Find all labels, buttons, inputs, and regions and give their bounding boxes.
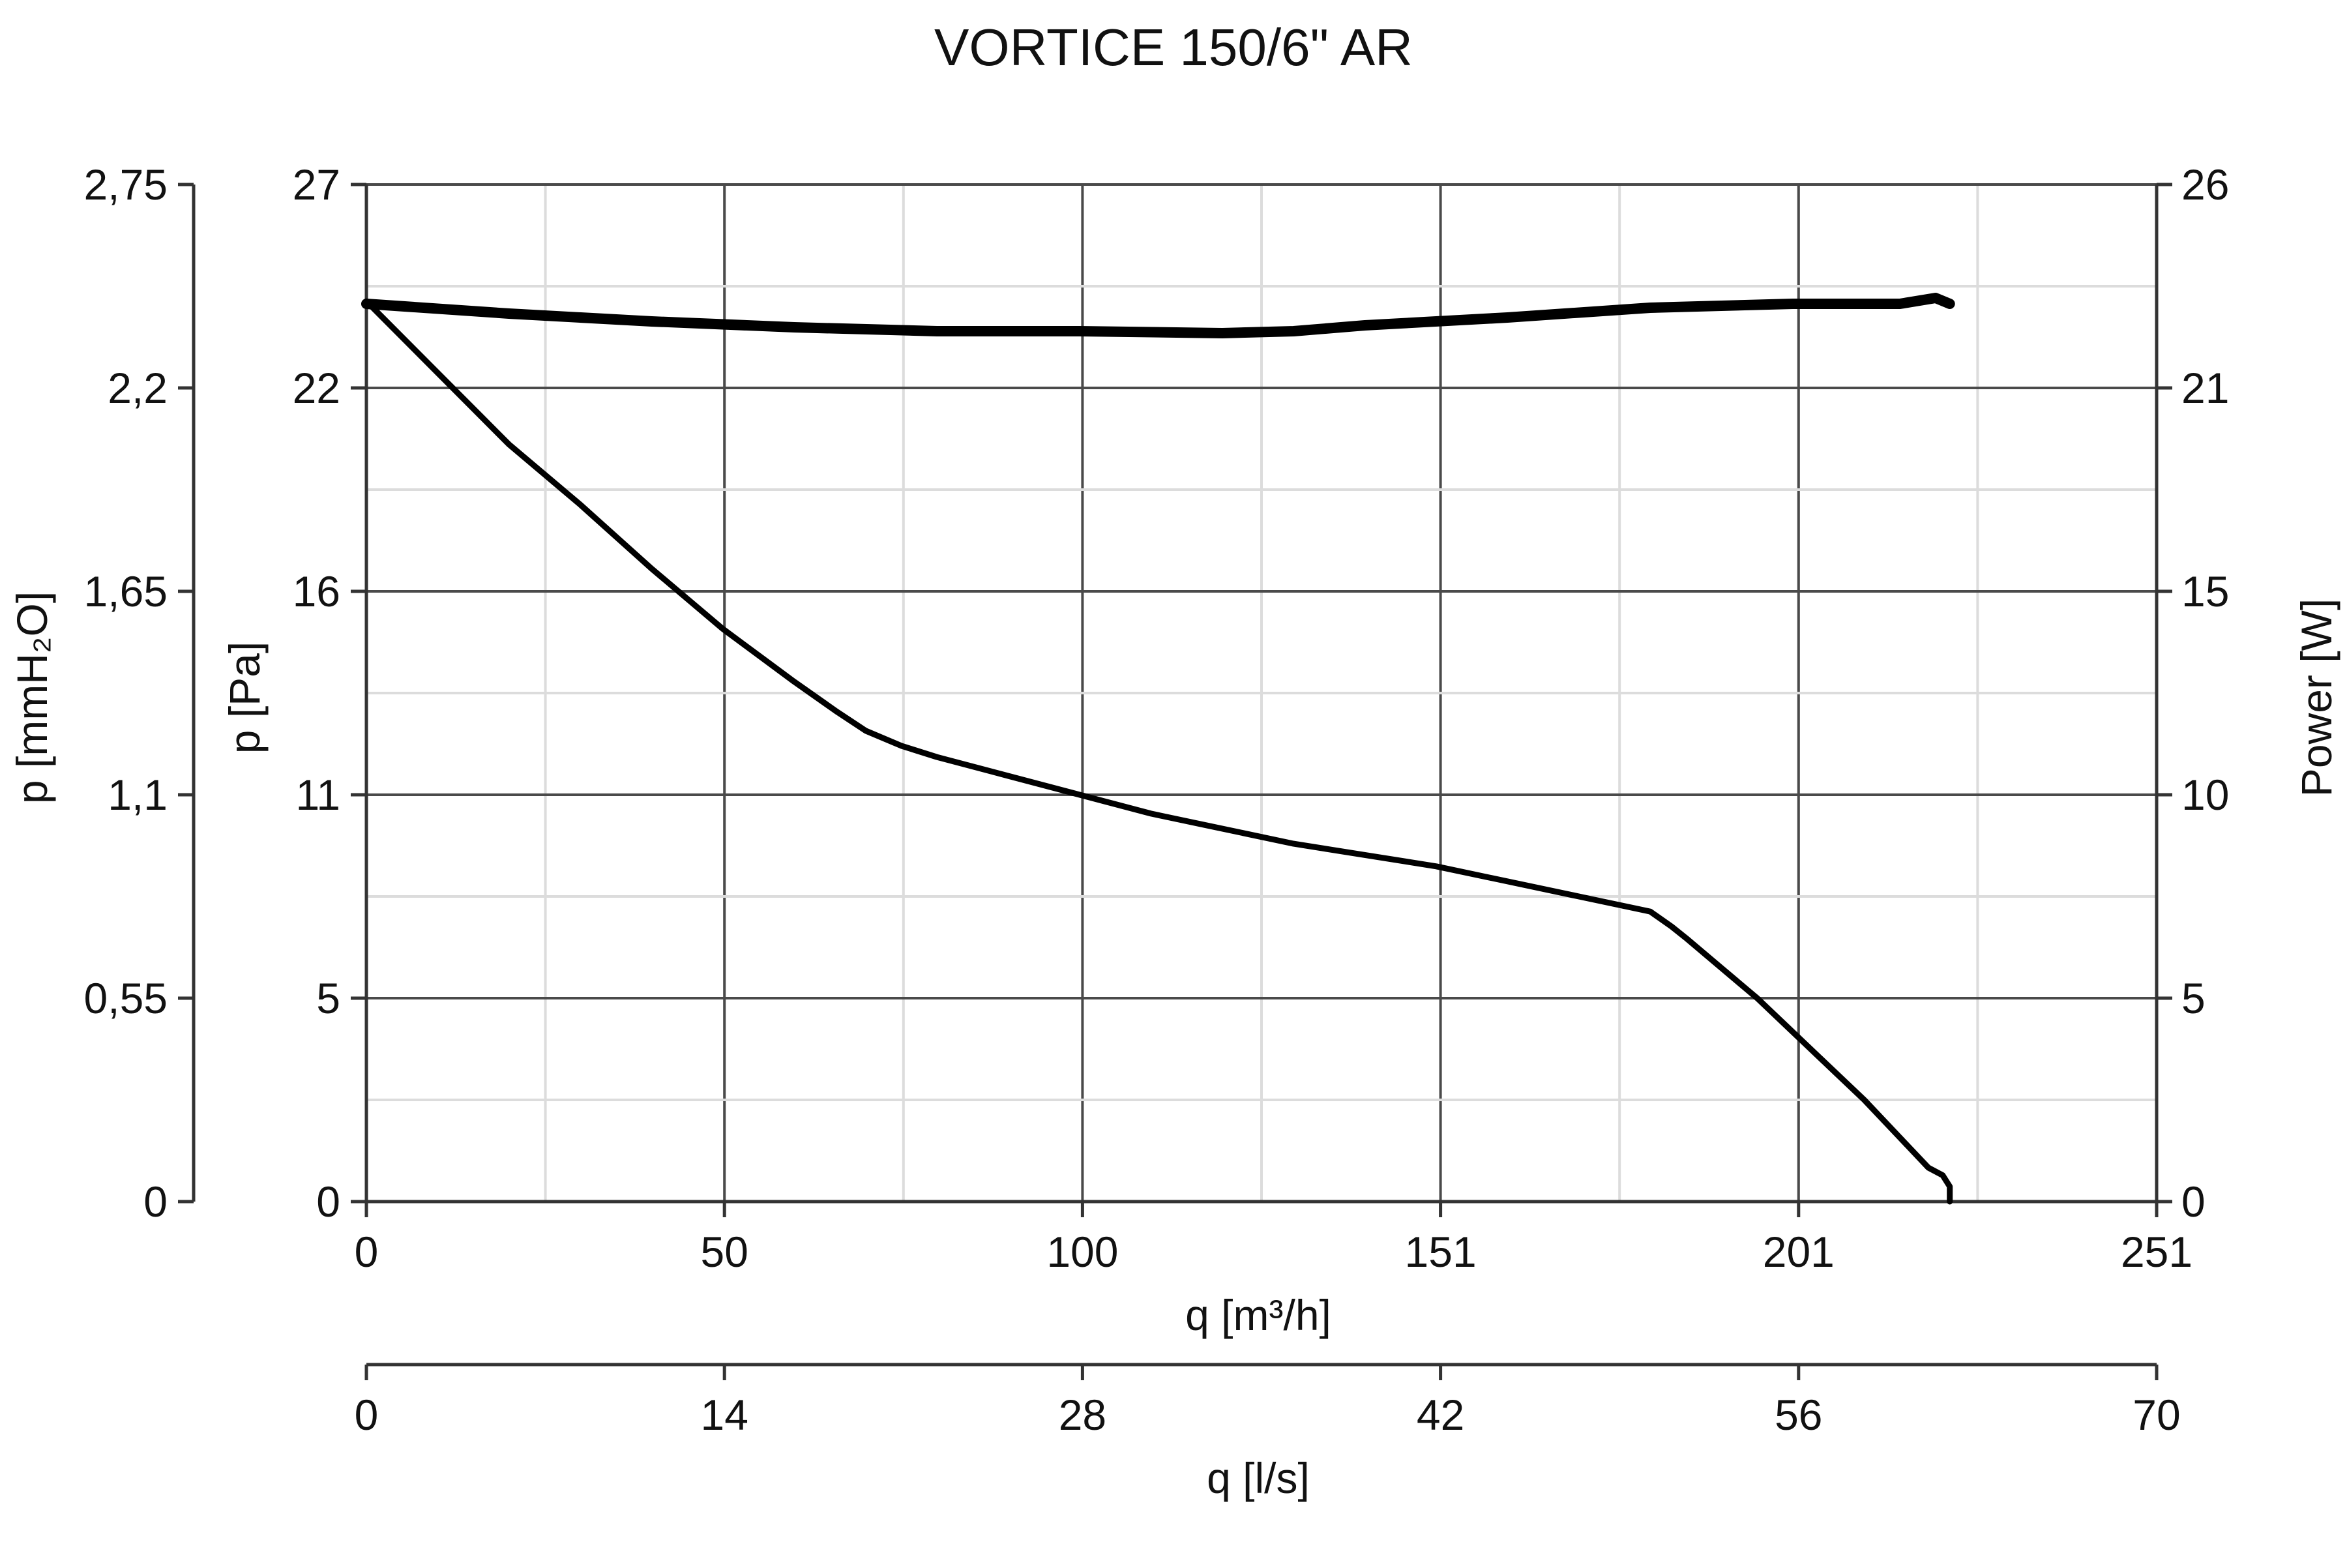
y-tick-label-pa: 0 xyxy=(316,1177,340,1226)
y-tick-label-pa: 22 xyxy=(293,364,340,412)
y-tick-label-mmh2o: 1,1 xyxy=(108,771,168,819)
series-line-power xyxy=(361,293,1955,338)
x-tick-label-secondary: 42 xyxy=(1417,1391,1464,1439)
y-tick-label-mmh2o: 1,65 xyxy=(84,567,168,615)
x-tick-label-primary: 50 xyxy=(700,1228,748,1276)
x-tick-label-secondary: 56 xyxy=(1775,1391,1822,1439)
y-tick-label-power: 0 xyxy=(2181,1177,2206,1226)
x-axis-label-secondary: q [l/s] xyxy=(1207,1454,1310,1502)
chart-title: VORTICE 150/6" AR xyxy=(934,18,1413,76)
y-tick-label-power: 10 xyxy=(2181,771,2229,819)
y-tick-label-power: 26 xyxy=(2181,160,2229,209)
x-tick-label-primary: 0 xyxy=(355,1228,379,1276)
x-tick-label-primary: 151 xyxy=(1405,1228,1477,1276)
y-tick-label-mmh2o: 0,55 xyxy=(84,974,168,1022)
x-tick-label-primary: 251 xyxy=(2121,1228,2192,1276)
x-axis-label-primary: q [m³/h] xyxy=(1185,1291,1331,1339)
series xyxy=(361,293,1955,1205)
x-tick-label-secondary: 28 xyxy=(1059,1391,1106,1439)
y-axis-label-mmh2o: p [mmH₂O] xyxy=(8,591,56,804)
y-tick-label-pa: 27 xyxy=(293,160,340,209)
y-tick-label-mmh2o: 2,75 xyxy=(84,160,168,209)
y-tick-label-power: 15 xyxy=(2181,567,2229,615)
y-tick-label-power: 21 xyxy=(2181,364,2229,412)
y-axis-label-power: Power [W] xyxy=(2292,599,2340,797)
y-tick-label-mmh2o: 2,2 xyxy=(108,364,168,412)
x-tick-label-primary: 100 xyxy=(1046,1228,1118,1276)
tick-labels: 0 0 00,55 5 51,1 11 101,65 16 152,2 22 212,75 27 260… xyxy=(84,160,2230,1439)
y-axis-label-pa: p [Pa] xyxy=(220,642,269,754)
y-tick-label-mmh2o: 0 xyxy=(143,1177,168,1226)
y-tick-label-pa: 11 xyxy=(295,771,340,819)
series-line-pressure xyxy=(363,298,1953,1205)
x-tick-label-secondary: 70 xyxy=(2133,1391,2180,1439)
x-tick-label-secondary: 0 xyxy=(355,1391,379,1439)
x-tick-label-secondary: 14 xyxy=(700,1391,748,1439)
y-tick-label-pa: 5 xyxy=(316,974,340,1022)
y-tick-label-power: 5 xyxy=(2181,974,2206,1022)
x-tick-label-primary: 201 xyxy=(1763,1228,1835,1276)
axes xyxy=(178,183,2172,1380)
y-tick-label-pa: 16 xyxy=(293,567,340,615)
